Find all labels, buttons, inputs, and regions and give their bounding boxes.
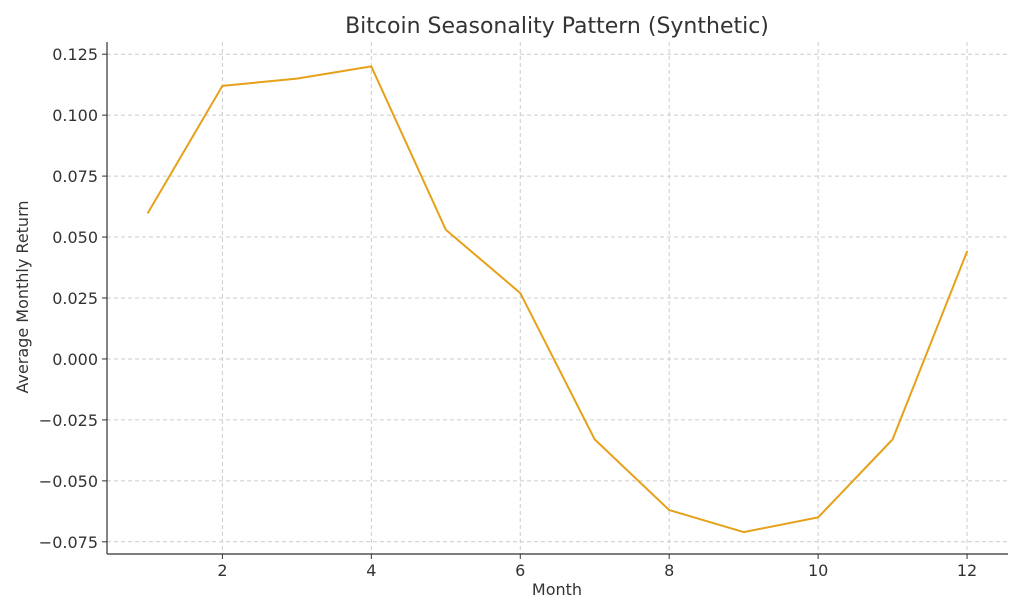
x-tick-label: 2	[217, 561, 227, 580]
x-tick-label: 8	[664, 561, 674, 580]
grid	[107, 42, 1008, 554]
y-tick-label: 0.000	[52, 350, 98, 369]
x-tick-label: 6	[515, 561, 525, 580]
x-axis-label: Month	[532, 580, 582, 599]
y-axis-ticks: −0.075 −0.050 −0.025 0.000 0.025 0.050 0.075 0.…	[39, 45, 107, 552]
y-tick-label: −0.075	[39, 533, 98, 552]
y-tick-label: 0.125	[52, 45, 98, 64]
y-axis-label: Average Monthly Return	[13, 200, 32, 393]
y-tick-label: −0.025	[39, 411, 98, 430]
y-tick-label: 0.025	[52, 289, 98, 308]
x-tick-label: 12	[957, 561, 977, 580]
x-tick-label: 4	[366, 561, 376, 580]
series-layer	[147, 65, 968, 534]
y-tick-label: 0.075	[52, 167, 98, 186]
x-tick-label: 10	[808, 561, 828, 580]
y-tick-label: 0.050	[52, 228, 98, 247]
x-axis-ticks: 2 4 6 8 10 12	[217, 554, 977, 580]
y-tick-label: −0.050	[39, 472, 98, 491]
chart-title: Bitcoin Seasonality Pattern (Synthetic)	[345, 14, 769, 39]
series-line	[147, 65, 968, 534]
y-tick-label: 0.100	[52, 106, 98, 125]
